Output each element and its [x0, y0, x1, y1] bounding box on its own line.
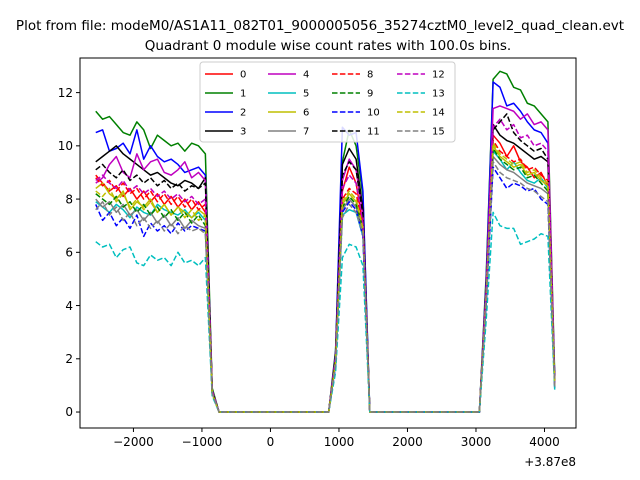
x-tick-label: −2000	[113, 435, 154, 449]
legend-label-1: 1	[240, 89, 246, 100]
x-tick-label: 3000	[461, 435, 492, 449]
legend-box	[199, 61, 456, 143]
legend-label-5: 5	[303, 89, 309, 100]
x-offset-label: +3.87e8	[524, 455, 576, 469]
legend-label-14: 14	[432, 108, 445, 119]
legend-label-2: 2	[240, 108, 246, 119]
series-line-15	[95, 161, 556, 413]
y-tick-label: 4	[65, 299, 73, 313]
chart-title: Quadrant 0 module wise count rates with …	[145, 38, 511, 54]
y-tick-label: 2	[65, 352, 73, 366]
y-tick-label: 6	[65, 246, 73, 260]
legend-label-12: 12	[432, 70, 445, 81]
legend-label-3: 3	[240, 127, 246, 138]
x-tick-label: 4000	[529, 435, 560, 449]
legend-label-8: 8	[367, 70, 373, 81]
x-tick-label: 0	[267, 435, 275, 449]
legend-label-0: 0	[240, 70, 246, 81]
legend-label-11: 11	[367, 127, 380, 138]
chart-suptitle: Plot from file: modeM0/AS1A11_082T01_900…	[16, 18, 624, 34]
y-axis: 0 2 4 6 8 10 12	[58, 86, 80, 419]
legend-label-10: 10	[367, 108, 380, 119]
y-tick-label: 12	[58, 86, 73, 100]
series-layer	[95, 70, 556, 413]
y-tick-label: 8	[65, 192, 73, 206]
y-tick-label: 10	[58, 139, 73, 153]
x-tick-label: 2000	[392, 435, 423, 449]
x-axis: −2000 −1000 0 1000 2000 3000 4000	[113, 428, 560, 449]
legend-label-7: 7	[303, 127, 309, 138]
series-line-14	[95, 142, 556, 413]
legend-label-13: 13	[432, 89, 445, 100]
x-tick-label: 1000	[324, 435, 355, 449]
x-tick-label: −1000	[182, 435, 223, 449]
legend-label-9: 9	[367, 89, 373, 100]
legend-label-15: 15	[432, 127, 445, 138]
plot-frame	[79, 57, 577, 429]
legend-label-4: 4	[303, 70, 309, 81]
y-tick-label: 0	[65, 405, 73, 419]
legend-label-6: 6	[303, 108, 309, 119]
